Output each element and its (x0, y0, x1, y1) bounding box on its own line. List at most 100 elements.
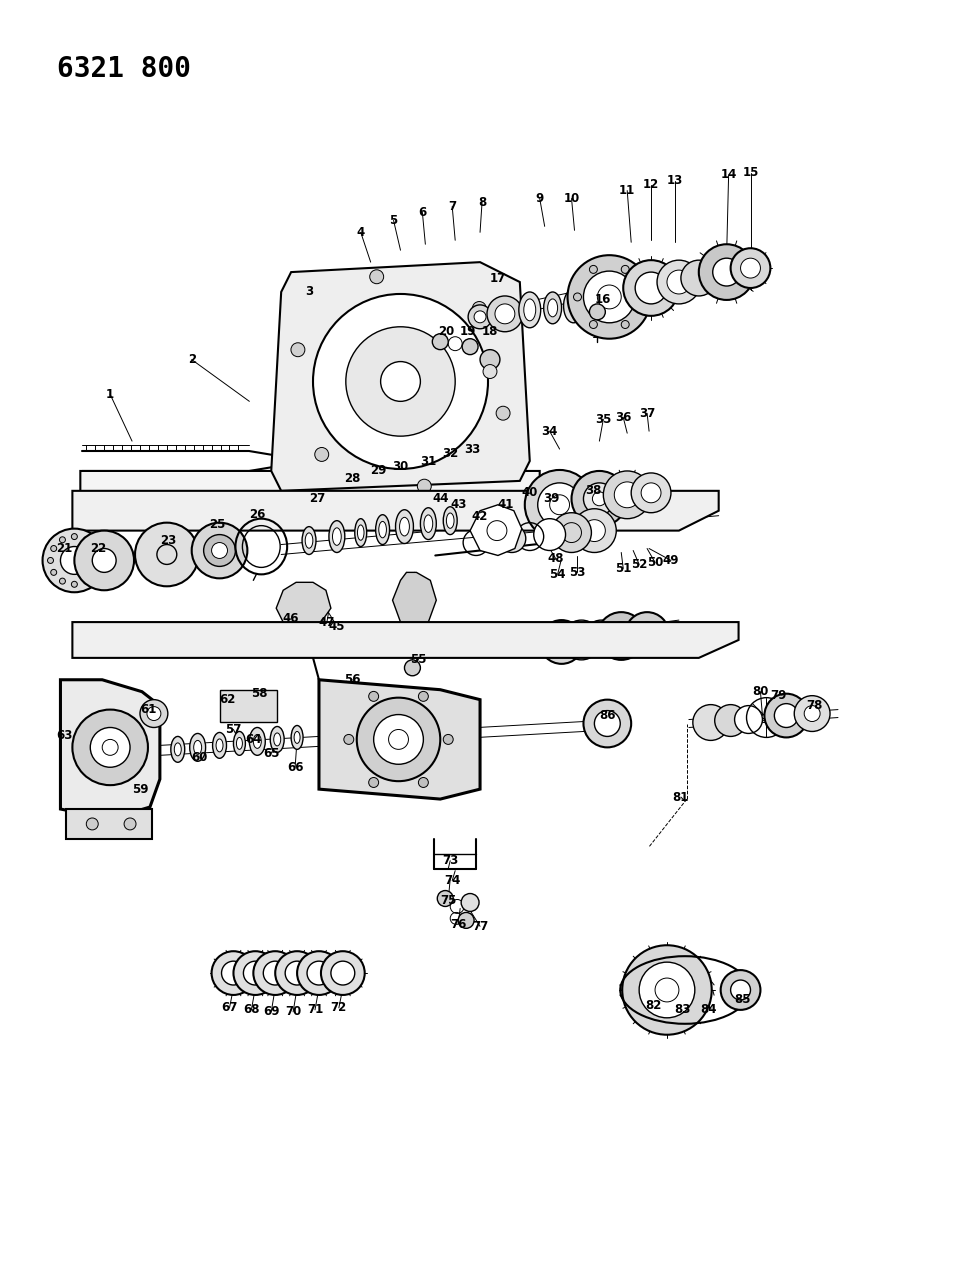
Circle shape (346, 326, 455, 436)
Circle shape (60, 537, 65, 543)
Circle shape (731, 980, 750, 1000)
Circle shape (681, 260, 717, 296)
Text: 76: 76 (450, 918, 466, 931)
Circle shape (92, 546, 98, 552)
Ellipse shape (174, 743, 182, 756)
Text: 10: 10 (564, 193, 579, 205)
Circle shape (583, 272, 635, 323)
Text: 3: 3 (305, 286, 313, 298)
Ellipse shape (358, 525, 364, 541)
Text: 36: 36 (616, 411, 631, 423)
Ellipse shape (332, 528, 341, 546)
Polygon shape (276, 583, 331, 632)
Circle shape (539, 620, 583, 664)
Ellipse shape (190, 733, 205, 761)
Circle shape (480, 349, 500, 370)
Ellipse shape (271, 727, 284, 752)
Ellipse shape (420, 507, 437, 539)
Circle shape (71, 581, 77, 588)
Circle shape (623, 260, 679, 316)
Polygon shape (319, 680, 480, 799)
Circle shape (552, 513, 591, 552)
Circle shape (297, 951, 341, 994)
Polygon shape (393, 572, 437, 629)
Text: 15: 15 (743, 166, 759, 180)
Text: 85: 85 (735, 993, 750, 1006)
Circle shape (583, 620, 619, 655)
Ellipse shape (564, 289, 583, 323)
Text: 47: 47 (319, 616, 335, 629)
Circle shape (525, 470, 594, 539)
Circle shape (61, 547, 88, 574)
Circle shape (550, 630, 573, 654)
Circle shape (43, 529, 106, 593)
Circle shape (621, 265, 629, 273)
Ellipse shape (236, 737, 242, 750)
Circle shape (621, 320, 629, 329)
Circle shape (693, 705, 729, 741)
Text: 60: 60 (191, 751, 208, 764)
Circle shape (321, 951, 364, 994)
Circle shape (583, 483, 616, 515)
Circle shape (83, 578, 89, 584)
Text: 42: 42 (472, 510, 488, 523)
Circle shape (83, 537, 89, 543)
Text: 23: 23 (159, 534, 176, 547)
Circle shape (51, 546, 57, 552)
Ellipse shape (234, 732, 245, 755)
Text: 1: 1 (106, 388, 114, 400)
Ellipse shape (274, 733, 280, 746)
Ellipse shape (249, 728, 266, 755)
Circle shape (243, 961, 268, 986)
Ellipse shape (400, 518, 409, 536)
Text: 70: 70 (285, 1006, 301, 1019)
Circle shape (92, 548, 116, 572)
Circle shape (667, 270, 691, 295)
Circle shape (604, 470, 651, 519)
Ellipse shape (396, 510, 413, 543)
Text: 62: 62 (219, 694, 235, 706)
Text: 41: 41 (497, 499, 514, 511)
Ellipse shape (329, 520, 345, 552)
Text: 25: 25 (209, 518, 226, 532)
Circle shape (721, 970, 760, 1010)
Circle shape (472, 301, 487, 315)
Circle shape (637, 293, 645, 301)
Text: 46: 46 (283, 612, 299, 625)
Circle shape (147, 706, 161, 720)
Circle shape (51, 570, 57, 575)
Circle shape (573, 293, 581, 301)
Circle shape (735, 705, 762, 733)
Circle shape (474, 311, 486, 323)
Text: 18: 18 (482, 325, 498, 338)
Text: 27: 27 (309, 492, 325, 505)
Text: 8: 8 (478, 196, 487, 209)
Ellipse shape (444, 506, 457, 534)
Circle shape (140, 700, 168, 728)
Text: 44: 44 (432, 492, 448, 505)
Circle shape (191, 523, 247, 579)
Circle shape (635, 272, 667, 303)
Circle shape (639, 963, 695, 1017)
Circle shape (203, 534, 235, 566)
Polygon shape (272, 263, 530, 491)
Circle shape (263, 961, 287, 986)
Ellipse shape (253, 734, 261, 748)
Circle shape (373, 714, 423, 764)
Text: 35: 35 (595, 413, 612, 426)
Ellipse shape (355, 519, 366, 547)
Text: 7: 7 (448, 200, 456, 213)
Circle shape (291, 343, 305, 357)
Text: 17: 17 (489, 272, 506, 284)
Circle shape (95, 557, 102, 564)
Circle shape (432, 334, 448, 349)
Circle shape (568, 255, 651, 339)
Text: 84: 84 (701, 1003, 717, 1016)
Circle shape (641, 483, 661, 502)
Circle shape (315, 448, 328, 462)
Text: 32: 32 (443, 446, 458, 459)
Text: 69: 69 (263, 1006, 279, 1019)
Circle shape (583, 520, 606, 542)
Circle shape (589, 303, 606, 320)
Text: 53: 53 (570, 566, 585, 579)
